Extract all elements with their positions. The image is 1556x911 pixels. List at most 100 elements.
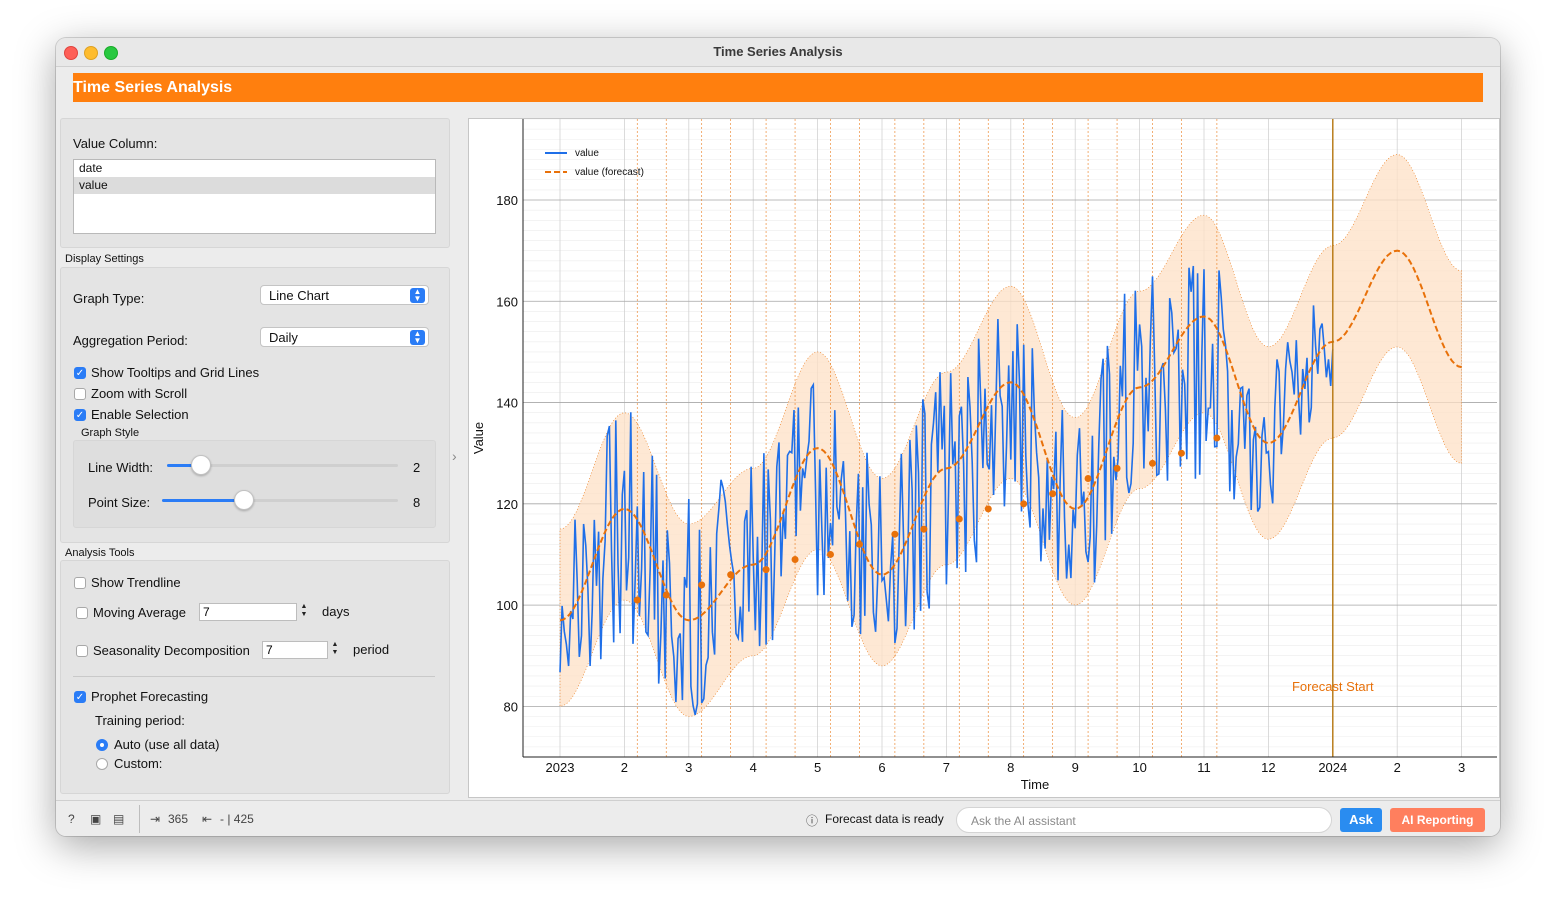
custom-radio[interactable]	[96, 758, 108, 770]
point-size-fill	[162, 499, 244, 502]
output-icon: ⇤	[202, 812, 213, 826]
aggregation-period-select[interactable]: Daily ▲ ▼	[260, 327, 429, 347]
input-count: 365	[168, 812, 189, 826]
changepoint-point	[984, 505, 992, 513]
value-column-label: Value Column:	[73, 136, 158, 151]
maximize-window-button[interactable]	[104, 46, 118, 60]
changepoint-point	[1213, 434, 1221, 442]
spinner-arrows-icon[interactable]: ▲ ▼	[331, 641, 339, 656]
line-width-slider[interactable]	[191, 455, 211, 475]
banner-title: Time Series Analysis	[73, 79, 233, 96]
divider	[139, 805, 140, 833]
collapse-panel-chevron-icon[interactable]: ›	[452, 448, 457, 464]
x-tick-label: 5	[814, 760, 821, 775]
y-axis-label: Value	[471, 422, 486, 454]
header-banner: Time Series Analysis	[73, 73, 1483, 102]
changepoint-point	[662, 591, 670, 599]
seasonality-input[interactable]: 7	[262, 641, 328, 659]
enable-selection-checkbox[interactable]: ✓	[74, 409, 86, 421]
trendline-label: Show Trendline	[91, 575, 181, 590]
changepoint-point	[762, 566, 770, 574]
changepoint-point	[920, 525, 928, 533]
graph-type-select[interactable]: Line Chart ▲ ▼	[260, 285, 429, 305]
y-tick-label: 80	[504, 699, 518, 714]
seasonality-unit: period	[353, 642, 390, 657]
training-period-label: Training period:	[95, 713, 185, 728]
prophet-label: Prophet Forecasting	[91, 689, 209, 704]
spinner-arrows-icon[interactable]: ▲ ▼	[300, 603, 308, 618]
list-item-value[interactable]: value	[74, 177, 435, 194]
x-tick-label: 3	[685, 760, 692, 775]
show-tooltips-label: Show Tooltips and Grid Lines	[91, 365, 260, 380]
changepoint-point	[826, 550, 834, 558]
display-settings-panel: Graph Type: Line Chart ▲ ▼ Aggregation Pe…	[60, 267, 450, 543]
value-column-list[interactable]: date value	[73, 159, 436, 234]
line-width-track	[167, 464, 398, 467]
zoom-scroll-checkbox[interactable]	[74, 388, 86, 400]
ask-button[interactable]: Ask	[1340, 808, 1382, 832]
value-column-panel: Value Column: date value	[60, 118, 450, 248]
moving-average-unit: days	[322, 604, 350, 619]
line-width-fill	[167, 464, 201, 467]
chevron-updown-icon: ▲ ▼	[410, 330, 425, 345]
moving-average-checkbox[interactable]	[76, 607, 88, 619]
ask-ai-input[interactable]: Ask the AI assistant	[956, 807, 1332, 833]
x-tick-label: 7	[943, 760, 950, 775]
x-tick-label: 6	[878, 760, 885, 775]
y-tick-label: 160	[496, 294, 518, 309]
seasonality-label: Seasonality Decomposition	[93, 643, 250, 658]
prophet-checkbox[interactable]: ✓	[74, 691, 86, 703]
app-window: Time Series Analysis Time Series Analysi…	[56, 38, 1500, 836]
changepoint-point	[791, 556, 799, 564]
input-icon: ⇥	[150, 812, 161, 826]
close-window-button[interactable]	[64, 46, 78, 60]
aggregation-period-value: Daily	[269, 330, 298, 345]
y-tick-label: 100	[496, 598, 518, 613]
legend-label-value: value	[575, 148, 599, 159]
divider	[73, 676, 435, 677]
custom-radio-label: Custom:	[114, 756, 163, 771]
changepoint-point	[855, 540, 863, 548]
report-icon[interactable]: ▤	[113, 812, 125, 826]
y-tick-label: 140	[496, 396, 518, 411]
changepoint-point	[1049, 490, 1057, 498]
aggregation-period-label: Aggregation Period:	[73, 333, 188, 348]
auto-radio-label: Auto (use all data)	[114, 737, 220, 752]
ai-reporting-button[interactable]: AI Reporting	[1390, 808, 1485, 832]
y-tick-label: 120	[496, 497, 518, 512]
list-item-date[interactable]: date	[79, 161, 103, 175]
changepoint-point	[698, 581, 706, 589]
trendline-checkbox[interactable]	[74, 577, 86, 589]
x-tick-label: 4	[750, 760, 757, 775]
output-count: - | 425	[220, 812, 254, 826]
window-title: Time Series Analysis	[713, 44, 843, 59]
help-icon[interactable]: ?	[68, 812, 75, 826]
moving-average-input[interactable]: 7	[199, 603, 297, 621]
analysis-tools-title: Analysis Tools	[65, 547, 135, 559]
changepoint-point	[1177, 449, 1185, 457]
analysis-tools-panel: Show Trendline Moving Average 7 ▲ ▼ days …	[60, 560, 450, 794]
point-size-slider[interactable]	[234, 490, 254, 510]
auto-radio[interactable]	[96, 739, 108, 751]
status-bar: ? ▣ ▤ ⇥ 365 ⇤ - | 425 ⓘ Forecast data is…	[56, 800, 1500, 836]
changepoint-point	[1084, 475, 1092, 483]
changepoint-point	[1148, 459, 1156, 467]
display-settings-title: Display Settings	[65, 253, 144, 265]
changepoint-point	[1020, 500, 1028, 508]
save-icon[interactable]: ▣	[90, 812, 102, 826]
x-tick-label: 3	[1458, 760, 1465, 775]
x-tick-label: 12	[1261, 760, 1275, 775]
show-tooltips-checkbox[interactable]: ✓	[74, 367, 86, 379]
changepoint-point	[727, 571, 735, 579]
value-series-line	[559, 265, 1334, 716]
seasonality-checkbox[interactable]	[76, 645, 88, 657]
minimize-window-button[interactable]	[84, 46, 98, 60]
graph-style-title: Graph Style	[81, 427, 140, 439]
chevron-updown-icon: ▲ ▼	[410, 288, 425, 303]
changepoint-point	[891, 530, 899, 538]
x-tick-label: 2023	[546, 760, 575, 775]
x-tick-label: 9	[1072, 760, 1079, 775]
time-series-chart[interactable]: 80 100 120 140 160 180 Forecast Start 2023 2 3 4 5 6…	[469, 118, 1499, 797]
chart-area[interactable]: 80 100 120 140 160 180 Forecast Start 2023 2 3 4 5 6…	[468, 118, 1500, 798]
x-tick-label: 10	[1132, 760, 1146, 775]
